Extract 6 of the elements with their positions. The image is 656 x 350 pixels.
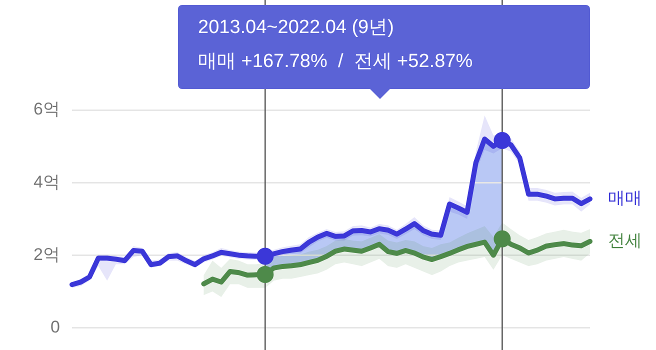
series-label: 전세 (608, 231, 642, 250)
y-tick-label: 2억 (34, 244, 60, 264)
y-tick-label: 0 (50, 317, 60, 336)
y-tick-label: 4억 (34, 172, 60, 192)
y-tick-label: 6억 (34, 100, 60, 119)
series-label: 매매 (608, 188, 642, 208)
